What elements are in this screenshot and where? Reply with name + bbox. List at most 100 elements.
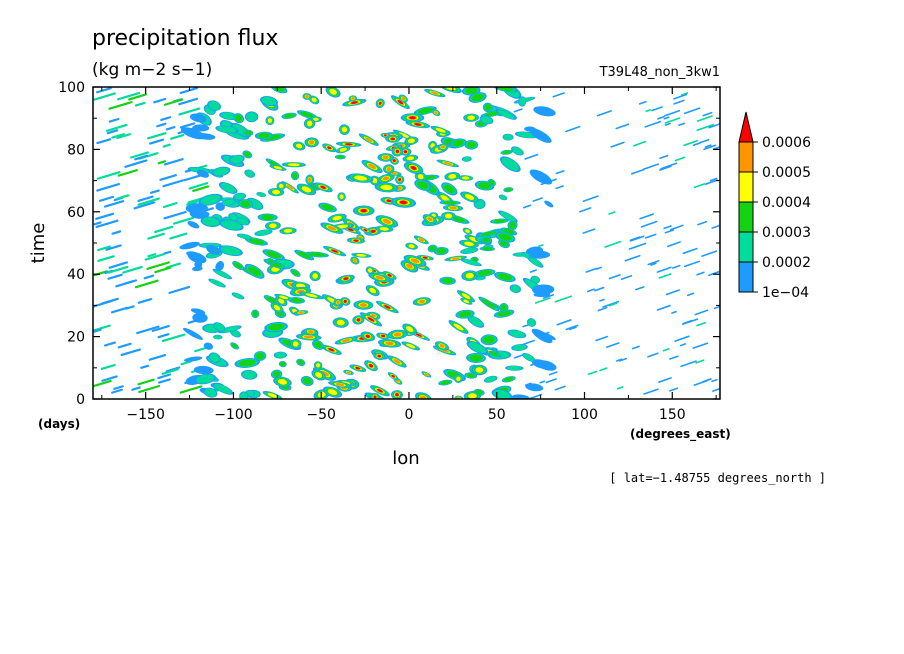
- precip-contour-level-3: [272, 189, 281, 195]
- precip-streak: [97, 245, 111, 252]
- precip-contour-level-3: [292, 341, 299, 347]
- precip-streak: [108, 261, 128, 269]
- x-tick-label: 100: [571, 407, 598, 423]
- precip-streak: [680, 360, 697, 368]
- precip-contour-level-2: [292, 172, 298, 179]
- precip-cell: [235, 217, 250, 226]
- precip-contour-level-2: [300, 111, 314, 118]
- precip-cell: [359, 226, 372, 235]
- precip-streak: [163, 158, 184, 166]
- precip-cell: [182, 327, 204, 340]
- precip-streak: [548, 371, 558, 376]
- precip-cell: [382, 271, 397, 280]
- precip-contour-level-2: [417, 107, 433, 114]
- precip-contour-level-2: [268, 323, 284, 331]
- precip-streak: [108, 117, 120, 123]
- precip-cell: [424, 88, 446, 98]
- precip-streak: [639, 213, 655, 220]
- precip-cell: [257, 213, 278, 222]
- precip-cell: [303, 328, 319, 336]
- precip-cell: [242, 150, 253, 159]
- precip-contour-level-0: [540, 331, 556, 341]
- precip-streak: [635, 286, 645, 291]
- precip-contour-level-1: [506, 365, 522, 371]
- precip-cell: [544, 200, 554, 208]
- precip-cell: [213, 334, 223, 340]
- precip-contour-level-2: [309, 252, 325, 257]
- precip-contour-level-1: [468, 342, 487, 354]
- precip-cell: [260, 96, 278, 107]
- precip-cell: [320, 344, 342, 355]
- precip-streak: [633, 140, 647, 147]
- precip-contour-level-4: [418, 299, 426, 304]
- precip-contour-level-2: [297, 251, 311, 259]
- precip-cell: [350, 256, 360, 265]
- precip-cell: [391, 146, 404, 157]
- precip-cell: [375, 215, 399, 228]
- precip-streak: [657, 115, 665, 120]
- precip-contour-level-2: [489, 180, 495, 186]
- precip-cell: [529, 128, 552, 143]
- precip-streak: [693, 183, 706, 189]
- precip-cell: [442, 204, 464, 212]
- precip-contour-level-3: [336, 319, 345, 326]
- precip-cell: [309, 270, 321, 282]
- precip-streak: [650, 262, 657, 266]
- precip-streak: [529, 269, 538, 273]
- precip-contour-level-4: [375, 275, 384, 280]
- precip-cell: [461, 270, 479, 282]
- precip-cell: [377, 153, 394, 162]
- precip-contour-level-1: [245, 170, 255, 178]
- precip-cell: [260, 133, 286, 142]
- precip-cell: [295, 333, 322, 341]
- precip-streak: [699, 138, 710, 144]
- precip-cell: [427, 244, 438, 253]
- precip-cell: [215, 125, 239, 134]
- precip-cell: [521, 251, 531, 259]
- precip-cell: [335, 146, 351, 154]
- precip-contour-level-2: [321, 204, 334, 211]
- precip-streak: [713, 305, 720, 310]
- precip-contour-level-5: [327, 146, 332, 150]
- precip-streak: [186, 200, 199, 206]
- precip-contour-level-2: [452, 139, 464, 147]
- precip-contour-level-2: [252, 310, 258, 317]
- precip-streak: [708, 122, 720, 129]
- precip-contour-level-0: [215, 261, 225, 272]
- precip-contour-level-3: [468, 393, 477, 399]
- precip-streak: [124, 159, 148, 168]
- precip-cell: [281, 181, 299, 194]
- precip-streak: [660, 162, 678, 170]
- precip-streak: [669, 387, 679, 392]
- run-name-label: T39L48_non_3kw1: [599, 65, 720, 80]
- precip-streak: [595, 266, 603, 270]
- precip-contour-level-3: [305, 293, 318, 298]
- precip-streak: [165, 126, 176, 131]
- precip-cell: [183, 356, 203, 362]
- precip-cell: [479, 246, 495, 252]
- precip-cell: [332, 317, 349, 328]
- precip-cell: [358, 133, 379, 146]
- precip-contour-level-5: [409, 116, 416, 120]
- precip-contour-level-3: [463, 299, 470, 304]
- precip-streak: [95, 212, 115, 220]
- precip-cell: [405, 242, 418, 250]
- precip-streak: [96, 138, 112, 145]
- precip-cell: [455, 309, 475, 319]
- precip-streak: [674, 335, 690, 342]
- precip-contour-level-4: [309, 140, 315, 145]
- precip-cell: [266, 257, 276, 265]
- precip-cell: [467, 315, 485, 328]
- precip-contour-level-2: [505, 187, 512, 192]
- precip-streak: [107, 273, 123, 280]
- precip-contour-level-2: [266, 251, 282, 259]
- precip-contour-level-4: [286, 184, 294, 190]
- precip-streak: [147, 253, 157, 258]
- precip-contour-level-5: [360, 208, 367, 213]
- precip-cell: [499, 302, 509, 313]
- precip-cell: [403, 254, 427, 267]
- precip-contour-level-3: [417, 174, 424, 180]
- precip-cell: [387, 329, 408, 340]
- precip-contour-level-1: [234, 193, 245, 200]
- precip-contour-level-3: [315, 363, 321, 368]
